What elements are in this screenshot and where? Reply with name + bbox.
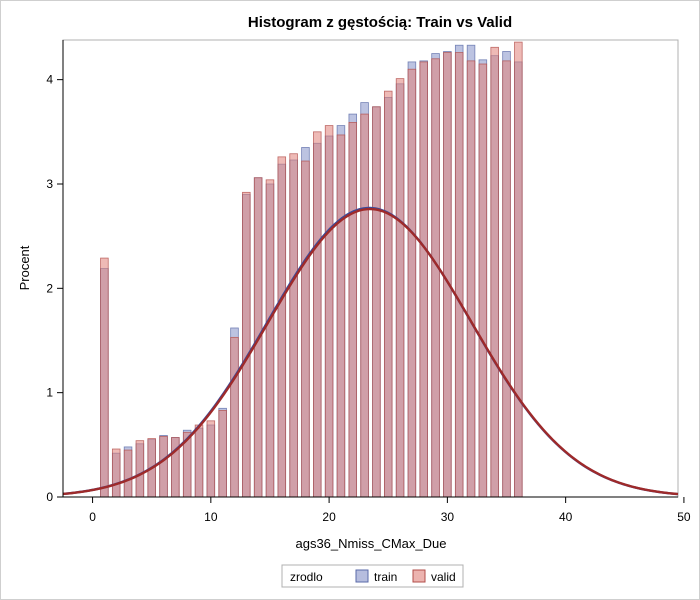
bar-valid-20 [324, 125, 334, 498]
bar-valid-2 [111, 448, 121, 498]
y-axis-label: Procent [17, 245, 32, 290]
y-tick-label-2: 2 [46, 281, 53, 295]
bar-valid-13 [242, 191, 251, 498]
bar-valid-35 [502, 60, 511, 498]
bar-valid-12 [230, 336, 239, 498]
x-tick-label-50: 50 [677, 510, 691, 524]
legend-title: zrodlo [290, 570, 323, 584]
y-tick-label-3: 3 [46, 177, 53, 191]
x-tick-label-40: 40 [559, 510, 573, 524]
legend: zrodlo train valid [281, 564, 464, 588]
bar-valid-32 [466, 60, 476, 498]
plot-area-frame [62, 39, 679, 498]
bar-valid-19 [313, 131, 322, 498]
bar-valid-6 [159, 436, 168, 498]
x-axis: 0 10 20 30 40 50 [63, 496, 691, 524]
bar-valid-28 [419, 61, 428, 498]
bar-valid-16 [277, 156, 287, 498]
x-tick-label-0: 0 [89, 510, 96, 524]
bar-valid-11 [218, 409, 227, 498]
density-curves [62, 206, 679, 496]
bar-valid-10 [206, 420, 216, 498]
x-tick-label-30: 30 [441, 510, 455, 524]
bar-valid-27 [407, 68, 417, 498]
bar-valid-36 [514, 41, 523, 498]
bar-valid-18 [301, 160, 310, 498]
bar-valid-9 [194, 424, 204, 498]
y-tick-label-0: 0 [46, 490, 53, 504]
bar-valid-21 [336, 134, 346, 498]
bar-valid-25 [383, 90, 393, 498]
chart-title: Histogram z gęstością: Train vs Valid [248, 14, 512, 31]
bar-valid-17 [289, 153, 298, 498]
bar-valid-34 [490, 46, 499, 498]
bar-valid-29 [431, 58, 440, 498]
bar-valid-26 [395, 78, 405, 498]
valid-bars [100, 41, 523, 498]
bar-valid-1 [100, 257, 109, 498]
density-line-valid [62, 207, 679, 496]
bar-valid-30 [443, 52, 452, 498]
x-axis-label: ags36_Nmiss_CMax_Due [295, 536, 446, 551]
y-tick-label-1: 1 [46, 386, 53, 400]
x-tick-label-10: 10 [204, 510, 218, 524]
legend-label-valid: valid [431, 570, 456, 584]
bar-valid-3 [123, 449, 133, 498]
bar-valid-24 [372, 106, 381, 498]
bar-valid-31 [454, 52, 464, 498]
legend-label-train: train [374, 570, 397, 584]
y-axis: 0 1 2 3 4 [46, 40, 64, 504]
bar-valid-4 [135, 440, 145, 498]
bar-valid-22 [348, 122, 358, 498]
x-tick-label-20: 20 [322, 510, 336, 524]
y-tick-label-4: 4 [46, 73, 53, 87]
legend-swatch-train [355, 569, 369, 583]
legend-swatch-valid [412, 569, 426, 583]
bar-valid-33 [478, 63, 488, 498]
bar-valid-23 [360, 113, 369, 498]
bar-valid-15 [265, 179, 275, 498]
